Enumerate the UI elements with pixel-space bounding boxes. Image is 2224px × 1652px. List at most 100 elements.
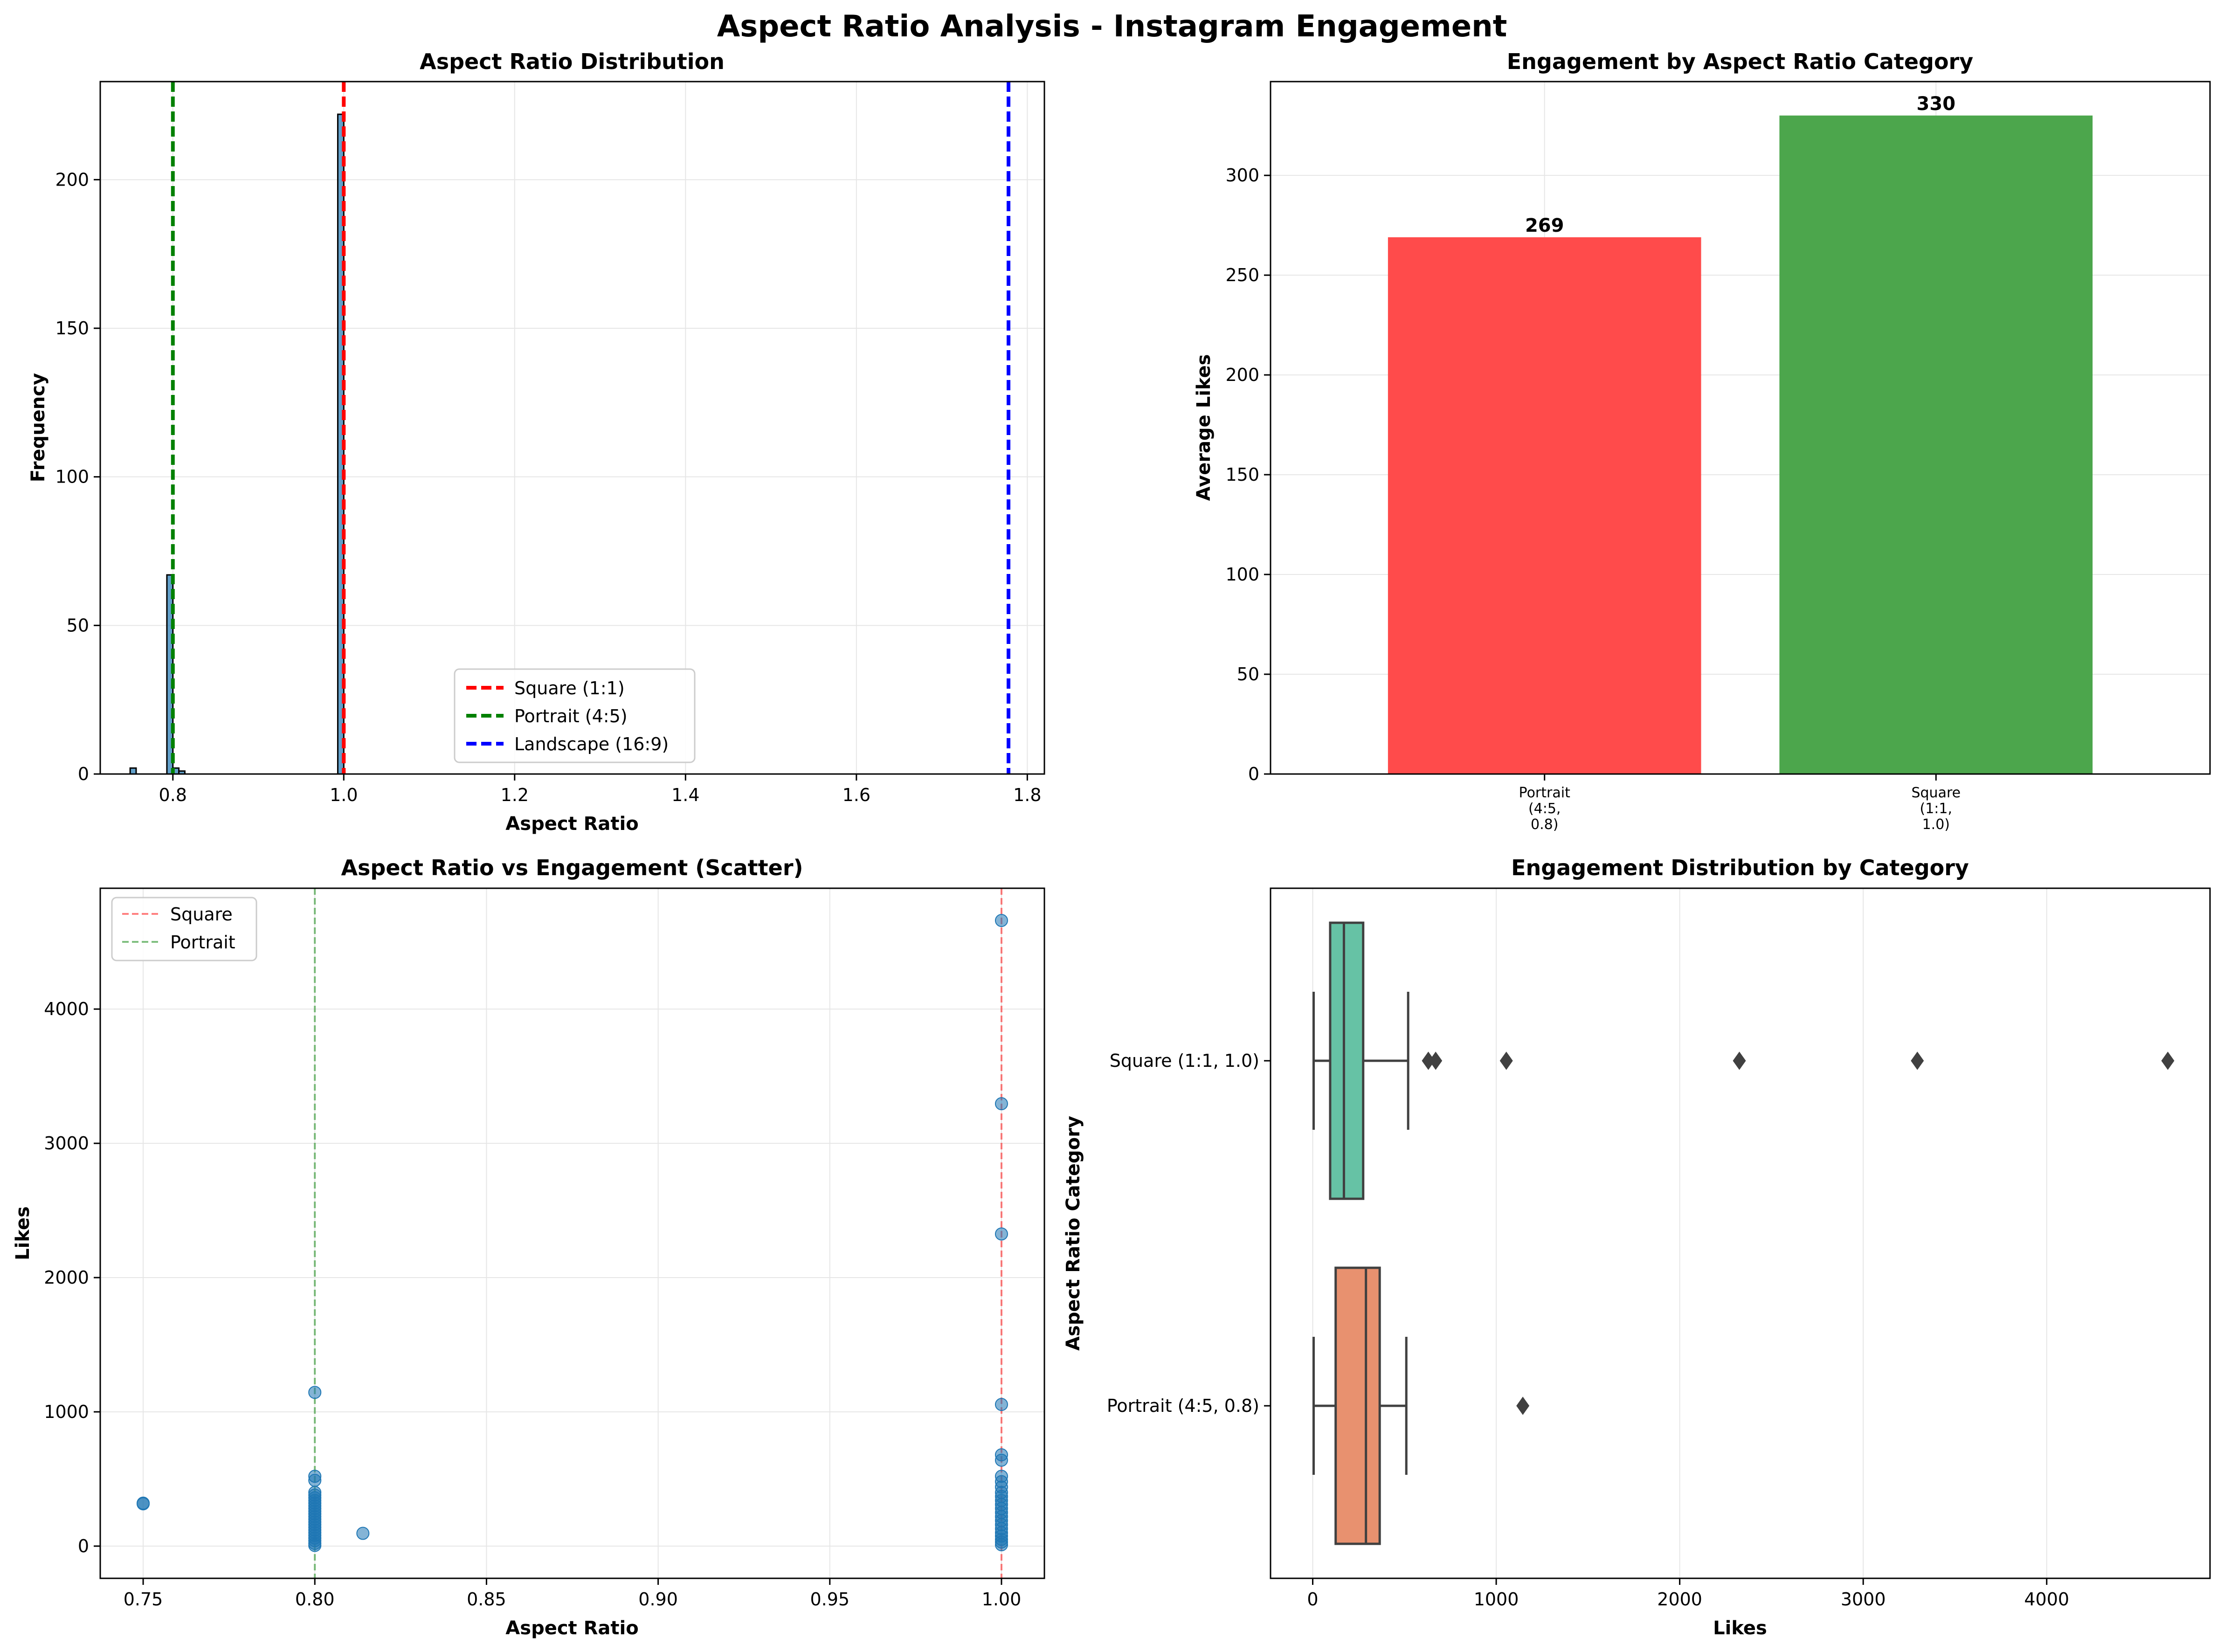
outlier-marker [1429, 1051, 1443, 1070]
x-tick-label: 1.2 [501, 785, 529, 805]
scatter-point [137, 1496, 150, 1510]
histogram-panel: 0.8 1.0 1.2 1.4 1.6 1.8 0 50 100 150 200 Aspect Ra… [28, 49, 1045, 835]
outlier-marker [1733, 1051, 1746, 1070]
average-likes-ticks: 0 50 100 150 200 250 300 Portrait(4:5,0.8) Squar… [1225, 165, 1961, 833]
average-likes-bar [1388, 237, 1701, 774]
y-tick-label: 200 [1225, 365, 1259, 385]
histogram-y-axis-label: Frequency [28, 373, 49, 482]
y-tick-label: 4000 [44, 999, 89, 1019]
boxplot-title: Engagement Distribution by Category [1511, 855, 1969, 880]
scatter-legend: Square Portrait [111, 897, 257, 961]
boxplot-ticks: 0 1000 2000 3000 4000 Square (1:1, 1.0) Portra… [1107, 1051, 2069, 1610]
y-tick-label: 0 [1248, 764, 1259, 784]
y-tick-label: 250 [1225, 265, 1259, 285]
scatter-title: Aspect Ratio vs Engagement (Scatter) [341, 855, 803, 880]
y-tick-label: 3000 [44, 1133, 89, 1154]
histogram-bar [129, 767, 137, 775]
bar-value-label: 269 [1525, 215, 1564, 236]
x-tick-label: 0.85 [467, 1589, 506, 1610]
y-tick-label: 1000 [44, 1402, 89, 1422]
x-tick-label: 1.0) [1922, 816, 1950, 833]
y-tick-label: 0 [78, 764, 89, 784]
scatter-point [308, 1539, 322, 1552]
y-tick-label: 150 [55, 318, 89, 339]
average-likes-y-axis-label: Average Likes [1193, 354, 1215, 501]
y-tick-label: Portrait (4:5, 0.8) [1107, 1396, 1259, 1416]
x-tick-label: (1:1, [1920, 801, 1953, 817]
average-likes-title: Engagement by Aspect Ratio Category [1507, 49, 1973, 74]
y-tick-label: 100 [1225, 564, 1259, 585]
legend-label-landscape: Landscape (16:9) [514, 734, 669, 754]
scatter-grid [100, 888, 1044, 1578]
x-tick-label: 1.6 [843, 785, 870, 805]
y-tick-label: 50 [67, 615, 89, 636]
scatter-point [995, 1538, 1008, 1552]
x-tick-label: 0.90 [638, 1589, 678, 1610]
boxplot-y-axis-label: Aspect Ratio Category [1063, 1116, 1084, 1351]
x-tick-label: 3000 [1841, 1589, 1886, 1610]
y-tick-label: 0 [78, 1536, 89, 1556]
x-tick-label: 1.0 [330, 785, 358, 805]
x-tick-label: 0.75 [124, 1589, 163, 1610]
scatter-point [308, 1473, 322, 1487]
x-tick-label: 0.8 [159, 785, 187, 805]
outlier-marker [1422, 1051, 1435, 1070]
x-tick-label: Portrait [1519, 785, 1571, 801]
average-likes-panel: 269 330 0 50 100 150 200 250 300 Portrait(4:5,0.… [1193, 49, 2211, 833]
x-tick-label: 0.8) [1531, 816, 1558, 833]
outlier-marker [1516, 1396, 1530, 1415]
scatter-point [356, 1527, 370, 1540]
bar-value-label: 330 [1917, 93, 1956, 115]
legend-label-portrait: Portrait [170, 932, 235, 953]
y-tick-label: 200 [55, 169, 89, 190]
average-likes-bar [1779, 115, 2093, 774]
scatter-point [995, 914, 1008, 927]
y-tick-label: 150 [1225, 464, 1259, 485]
x-tick-label: 0.80 [295, 1589, 335, 1610]
x-tick-label: Square [1911, 785, 1961, 801]
scatter-point [995, 1453, 1008, 1467]
y-tick-label: 50 [1237, 664, 1259, 684]
x-tick-label: 2000 [1657, 1589, 1702, 1610]
x-tick-label: 0.95 [810, 1589, 850, 1610]
y-tick-label: 300 [1225, 165, 1259, 186]
legend-label-portrait: Portrait (4:5) [514, 706, 628, 726]
legend-label-square: Square [170, 904, 233, 925]
x-tick-label: (4:5, [1528, 801, 1561, 817]
boxplot-boxes [1312, 921, 2175, 1545]
scatter-x-axis-label: Aspect Ratio [505, 1617, 638, 1639]
histogram-legend-box [454, 668, 696, 763]
scatter-plot-frame [99, 887, 1045, 1579]
histogram-x-axis-label: Aspect Ratio [505, 813, 638, 835]
boxplot-panel: 0 1000 2000 3000 4000 Square (1:1, 1.0) Portra… [1063, 855, 2211, 1639]
histogram-plot-frame [99, 81, 1045, 775]
y-tick-label: Square (1:1, 1.0) [1110, 1051, 1259, 1071]
scatter-y-axis-label: Likes [12, 1206, 34, 1260]
scatter-panel: 0.75 0.80 0.85 0.90 0.95 1.00 0 1000 2000 3000 400… [12, 855, 1045, 1639]
figure-title: Aspect Ratio Analysis - Instagram Engage… [717, 9, 1507, 44]
x-tick-label: 1000 [1474, 1589, 1519, 1610]
y-tick-label: 2000 [44, 1267, 89, 1288]
average-likes-plot-frame [1270, 81, 2211, 775]
x-tick-label: 1.00 [982, 1589, 1022, 1610]
x-tick-label: 4000 [2024, 1589, 2069, 1610]
outlier-marker [1911, 1051, 1924, 1070]
x-tick-label: 1.8 [1013, 785, 1041, 805]
boxplot-x-axis-label: Likes [1713, 1617, 1767, 1639]
outlier-marker [1499, 1051, 1513, 1070]
scatter-point [995, 1097, 1008, 1111]
box [1329, 921, 1365, 1200]
histogram-title: Aspect Ratio Distribution [420, 49, 725, 74]
y-tick-label: 100 [55, 467, 89, 487]
average-likes-bars: 269 330 [1388, 93, 2093, 774]
scatter-ticks: 0.75 0.80 0.85 0.90 0.95 1.00 0 1000 2000 3000 400… [44, 999, 1021, 1610]
scatter-point [995, 1227, 1008, 1241]
scatter-points [137, 914, 1008, 1552]
box [1334, 1266, 1381, 1545]
outlier-marker [2161, 1051, 2175, 1070]
boxplot-plot-frame [1270, 887, 2211, 1579]
histogram-legend: Square (1:1) Portrait (4:5) Landscape (1… [454, 668, 696, 763]
scatter-point [995, 1398, 1008, 1411]
histogram-reference-lines [171, 82, 1011, 774]
